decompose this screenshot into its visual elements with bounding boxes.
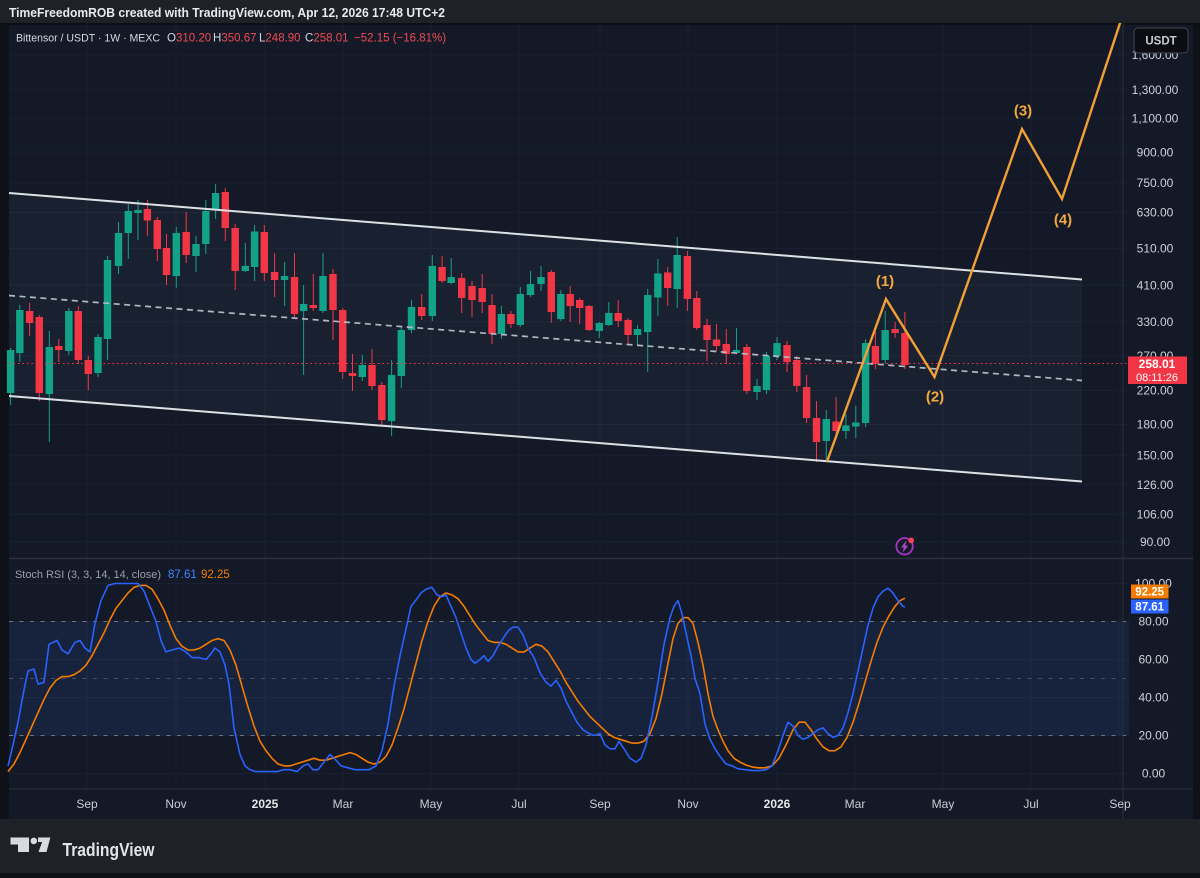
svg-text:630.00: 630.00 [1137,206,1174,220]
svg-text:08:11:26: 08:11:26 [1136,372,1178,384]
svg-text:Mar: Mar [845,797,866,811]
svg-text:87.61: 87.61 [168,569,197,581]
svg-text:20.00: 20.00 [1138,729,1168,743]
svg-text:Nov: Nov [677,797,698,811]
svg-text:126.00: 126.00 [1137,478,1174,492]
svg-text:Mar: Mar [333,797,354,811]
svg-text:Sep: Sep [589,797,611,811]
svg-text:180.00: 180.00 [1137,418,1174,432]
svg-text:USDT: USDT [1145,36,1176,48]
svg-text:2025: 2025 [252,797,279,811]
svg-text:330.00: 330.00 [1137,315,1174,329]
svg-text:L248.90: L248.90 [259,33,301,45]
svg-text:H350.67: H350.67 [213,33,257,45]
svg-text:Sep: Sep [76,797,98,811]
svg-text:Nov: Nov [165,797,186,811]
svg-text:Stoch RSI (3, 3, 14, 14, close: Stoch RSI (3, 3, 14, 14, close) [15,569,161,581]
svg-text:60.00: 60.00 [1138,653,1168,667]
svg-text:2026: 2026 [764,797,791,811]
svg-text:92.25: 92.25 [1135,587,1164,599]
svg-text:TimeFreedomROB created with Tr: TimeFreedomROB created with TradingView.… [9,5,445,20]
svg-text:Bittensor / USDT · 1W · MEXC: Bittensor / USDT · 1W · MEXC [16,33,160,45]
svg-text:(2): (2) [926,389,944,406]
svg-text:90.00: 90.00 [1140,535,1170,549]
svg-text:1,100.00: 1,100.00 [1132,111,1179,125]
svg-text:Jul: Jul [511,797,526,811]
svg-text:C258.01: C258.01 [305,33,349,45]
svg-text:87.61: 87.61 [1135,602,1164,614]
svg-text:TradingView: TradingView [63,839,156,860]
svg-text:80.00: 80.00 [1138,615,1168,629]
svg-text:900.00: 900.00 [1137,145,1174,159]
svg-text:(1): (1) [876,273,894,290]
svg-text:Jul: Jul [1023,797,1038,811]
svg-text:1,300.00: 1,300.00 [1132,83,1179,97]
svg-text:750.00: 750.00 [1137,176,1174,190]
svg-text:258.01: 258.01 [1139,357,1176,371]
svg-text:May: May [932,797,955,811]
svg-text:(4): (4) [1054,212,1072,229]
svg-text:410.00: 410.00 [1137,278,1174,292]
svg-text:510.00: 510.00 [1137,242,1174,256]
svg-text:150.00: 150.00 [1137,449,1174,463]
svg-text:0.00: 0.00 [1142,767,1166,781]
svg-text:Sep: Sep [1109,797,1131,811]
svg-text:O310.20: O310.20 [167,33,211,45]
svg-text:40.00: 40.00 [1138,691,1168,705]
svg-text:220.00: 220.00 [1137,384,1174,398]
svg-text:−52.15 (−16.81%): −52.15 (−16.81%) [354,33,446,45]
svg-text:May: May [420,797,443,811]
svg-text:(3): (3) [1014,103,1032,120]
svg-text:106.00: 106.00 [1137,507,1174,521]
svg-text:92.25: 92.25 [201,569,230,581]
